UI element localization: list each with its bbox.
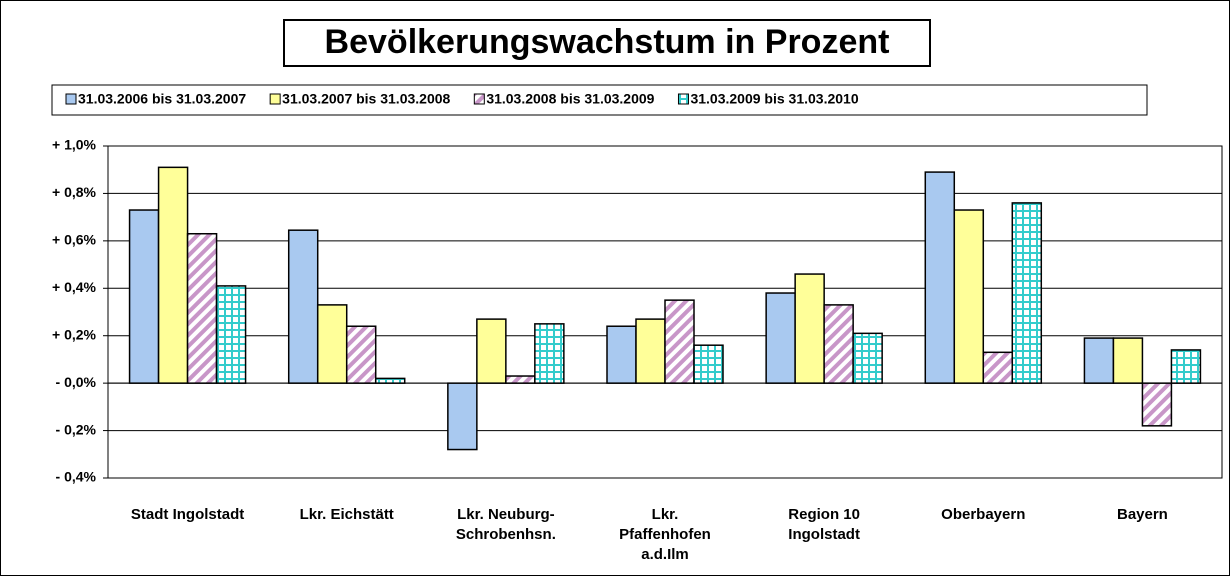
bar: [128, 209, 160, 384]
x-tick-label: Lkr. Pfaffenhofen a.d.Ilm: [619, 506, 711, 563]
x-tick-label: Stadt Ingolstadt: [131, 506, 244, 523]
bar: [316, 304, 348, 384]
legend-swatch: [65, 93, 77, 105]
x-tick-label: Lkr. Eichstätt: [300, 506, 394, 523]
x-tick-label: Bayern: [1117, 506, 1168, 523]
legend-swatch: [473, 93, 485, 105]
bar: [505, 375, 536, 384]
bar: [924, 171, 956, 384]
y-tick-label: - 0,2%: [56, 421, 97, 437]
legend-label: 31.03.2006 bis 31.03.2007: [78, 91, 246, 107]
y-tick-label: + 0,4%: [52, 279, 97, 295]
legend-swatch: [677, 93, 689, 105]
bar: [1141, 382, 1173, 427]
legend-label: 31.03.2007 bis 31.03.2008: [282, 91, 450, 107]
y-tick-label: + 0,8%: [52, 184, 97, 200]
y-tick-label: - 0,0%: [56, 374, 97, 390]
y-tick-label: + 1,0%: [52, 137, 97, 153]
chart-title: Bevölkerungswachstum in Prozent: [325, 23, 890, 61]
bar: [1083, 337, 1115, 384]
bar: [606, 325, 637, 384]
legend-label: 31.03.2009 bis 31.03.2010: [690, 91, 858, 107]
x-tick-label: Region 10 Ingolstadt: [788, 506, 860, 543]
bar: [157, 166, 189, 384]
bar: [794, 273, 825, 384]
x-tick-label: Oberbayern: [941, 506, 1025, 523]
bar: [1170, 349, 1202, 384]
bar: [664, 299, 695, 384]
bar: [447, 382, 478, 451]
bar: [982, 351, 1014, 384]
y-tick-label: + 0,2%: [52, 326, 97, 342]
y-tick-label: - 0,4%: [56, 469, 97, 485]
bar: [287, 229, 319, 384]
legend-swatch: [269, 93, 281, 105]
bar: [953, 209, 985, 384]
bar: [476, 318, 507, 384]
y-tick-label: + 0,6%: [52, 232, 97, 248]
x-tick-label: Lkr. Neuburg-Schrobenhsn.: [456, 506, 556, 543]
bar: [693, 344, 724, 384]
bar: [215, 285, 247, 384]
bar: [852, 332, 883, 384]
bar: [186, 232, 218, 384]
bar: [765, 292, 796, 384]
bar: [635, 318, 666, 384]
bar: [823, 304, 854, 384]
bar: [374, 377, 406, 384]
legend-box: [51, 84, 1148, 116]
bar: [345, 325, 377, 384]
title-box: [283, 19, 931, 67]
bar: [534, 323, 565, 384]
bar: [1112, 337, 1144, 384]
legend-label: 31.03.2008 bis 31.03.2009: [486, 91, 654, 107]
bar: [1011, 202, 1043, 384]
